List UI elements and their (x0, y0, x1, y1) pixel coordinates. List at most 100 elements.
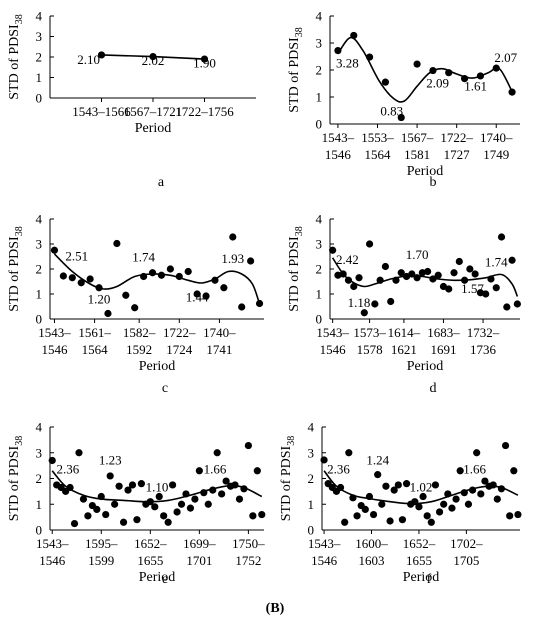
panel-letter: c (162, 381, 168, 396)
x-tick-label: 1701 (186, 553, 212, 568)
y-axis-label-main: STD of PDSI (7, 24, 22, 100)
y-tick-label: 4 (316, 9, 323, 24)
x-tick-label: 1546 (311, 553, 338, 568)
data-point (444, 490, 452, 498)
figure-label: (B) (266, 601, 285, 616)
x-tick-label: 1581 (404, 147, 430, 162)
data-point (182, 490, 190, 498)
value-annotation: 1.10 (146, 479, 169, 494)
value-annotation: 1.66 (463, 461, 486, 476)
data-point (423, 512, 431, 520)
data-point (514, 510, 522, 519)
data-point (68, 274, 76, 282)
data-point (341, 518, 349, 526)
data-point (106, 472, 114, 480)
x-tick-label: 1543– (308, 536, 341, 551)
data-point (240, 485, 248, 493)
x-tick-label: 1699– (183, 536, 216, 551)
data-point (489, 481, 497, 489)
x-tick-label: 1614– (388, 325, 421, 340)
data-point (402, 480, 411, 488)
data-point (506, 512, 514, 520)
data-point (195, 467, 203, 475)
data-point (460, 75, 469, 83)
data-point (355, 274, 363, 282)
data-point (508, 256, 516, 264)
data-point (397, 269, 405, 277)
value-annotation: 1.74 (485, 255, 508, 270)
y-axis-label: STD of PDSI38 (287, 226, 305, 311)
data-point (448, 504, 456, 512)
data-point (124, 486, 132, 494)
value-annotation: 1.57 (461, 281, 484, 296)
data-point (508, 88, 516, 96)
y-axis-label: STD of PDSI38 (7, 226, 25, 311)
panel-e: 0 1 2 3 4 1543– 1546 1595– 1599 1652– 1655 1699– 170… (7, 420, 266, 587)
x-tick-label: 1683– (427, 325, 460, 340)
data-point (497, 233, 506, 241)
value-annotation: 0.83 (380, 103, 403, 118)
data-point (471, 270, 479, 278)
x-tick-label: 1543– (38, 325, 71, 340)
y-tick-label: 0 (36, 91, 43, 106)
data-point (59, 272, 67, 280)
y-tick-label: 2 (36, 471, 43, 486)
data-point (429, 275, 437, 283)
value-annotation: 1.61 (464, 78, 487, 93)
y-axis-label-subscript: 38 (294, 27, 305, 37)
data-point (173, 508, 181, 516)
panel-c: 0 1 2 3 4 1543– 1546 1561– 1564 1582– 1592 1722– 172… (7, 212, 264, 396)
data-point (344, 276, 353, 284)
y-tick-label: 4 (308, 420, 315, 435)
data-point (476, 72, 485, 80)
data-point (353, 512, 361, 520)
data-point (247, 257, 255, 265)
data-point (365, 492, 374, 501)
data-point (70, 519, 79, 528)
data-point (336, 483, 345, 492)
x-tick-label: 1752 (235, 553, 261, 568)
panel-letter: d (430, 381, 437, 396)
y-tick-label: 1 (36, 70, 43, 85)
x-tick-label: 1722– (163, 325, 196, 340)
data-point (244, 441, 252, 450)
data-point (166, 265, 174, 273)
data-point (492, 284, 500, 292)
y-axis-label-subscript: 38 (14, 226, 25, 236)
y-tick-label: 3 (36, 445, 43, 460)
x-tick-label: 1705 (453, 553, 479, 568)
data-point (184, 267, 192, 276)
y-axis-label: STD of PDSI38 (287, 27, 305, 112)
y-axis-label-main: STD of PDSI (287, 37, 302, 113)
data-point (213, 449, 221, 457)
x-axis-label: Period (139, 359, 176, 374)
data-point (66, 483, 74, 492)
x-tick-label: 1736 (470, 342, 497, 357)
data-point (140, 272, 148, 281)
data-point (202, 292, 210, 300)
data-point (255, 299, 264, 308)
data-point (456, 467, 464, 475)
data-point (253, 467, 261, 475)
x-tick-label: 1740– (203, 325, 236, 340)
y-tick-label: 3 (36, 237, 43, 252)
y-tick-label: 1 (316, 287, 323, 302)
data-point (477, 490, 485, 498)
y-tick-label: 2 (308, 471, 315, 486)
y-tick-label: 4 (36, 9, 43, 24)
data-point (460, 489, 468, 497)
data-point (339, 270, 347, 278)
y-tick-label: 0 (316, 117, 323, 132)
data-point (155, 492, 163, 501)
x-tick-label: 1652– (134, 536, 167, 551)
data-point (413, 274, 421, 282)
y-tick-label: 3 (36, 29, 43, 44)
value-annotation: 1.90 (193, 56, 216, 71)
trend-line (331, 257, 519, 297)
x-tick-label: 1564 (82, 342, 109, 357)
data-point (445, 69, 453, 77)
data-point (487, 275, 495, 283)
data-point (381, 262, 390, 271)
panel-letter: f (427, 572, 432, 587)
